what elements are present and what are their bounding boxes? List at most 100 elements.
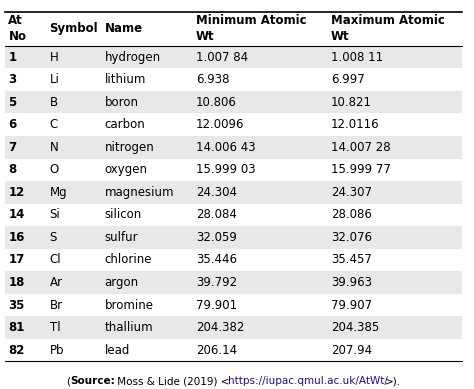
Text: 18: 18 [9,276,25,289]
Bar [101,294,192,316]
Bar [328,181,463,203]
Bar [192,12,328,46]
Bar [192,181,328,203]
Text: Li: Li [50,73,59,86]
Bar [328,203,463,226]
Text: 7: 7 [9,141,17,154]
Text: At
No: At No [9,14,27,43]
Bar [101,249,192,271]
Text: N: N [50,141,58,154]
Bar [328,159,463,181]
Text: Name: Name [105,22,143,35]
Text: lithium: lithium [105,73,146,86]
Bar [101,136,192,159]
Bar [192,136,328,159]
Bar [192,316,328,339]
Bar [5,294,46,316]
Text: 206.14: 206.14 [196,343,237,357]
Text: 1.008 11: 1.008 11 [331,51,383,64]
Bar [192,68,328,91]
Bar [101,181,192,203]
Bar [46,114,101,136]
Text: 39.963: 39.963 [331,276,372,289]
Bar [46,249,101,271]
Text: Moss & Lide (2019) <: Moss & Lide (2019) < [114,376,229,386]
Text: 35.457: 35.457 [331,254,372,266]
Bar [46,203,101,226]
Text: lead: lead [105,343,130,357]
Text: magnesium: magnesium [105,186,174,199]
Bar [101,316,192,339]
Bar [101,12,192,46]
Text: 207.94: 207.94 [331,343,372,357]
Text: silicon: silicon [105,209,142,221]
Bar [192,91,328,114]
Bar [5,114,46,136]
Bar [101,226,192,249]
Bar [46,339,101,361]
Text: bromine: bromine [105,298,154,312]
Text: C: C [50,118,58,131]
Text: 1.007 84: 1.007 84 [196,51,248,64]
Text: 17: 17 [9,254,25,266]
Text: 204.385: 204.385 [331,321,379,334]
Text: boron: boron [105,96,138,109]
Text: 35.446: 35.446 [196,254,237,266]
Text: 24.304: 24.304 [196,186,237,199]
Text: Maximum Atomic
Wt: Maximum Atomic Wt [331,14,445,43]
Bar [46,68,101,91]
Bar [101,159,192,181]
Bar [5,203,46,226]
Text: B: B [50,96,58,109]
Bar [5,181,46,203]
Text: 32.076: 32.076 [331,231,372,244]
Text: nitrogen: nitrogen [105,141,154,154]
Text: 16: 16 [9,231,25,244]
Text: 204.382: 204.382 [196,321,245,334]
Text: 10.821: 10.821 [331,96,372,109]
Text: Source:: Source: [70,376,115,386]
Bar [192,159,328,181]
Text: 14: 14 [9,209,25,221]
Bar [192,226,328,249]
Bar [328,136,463,159]
Bar [46,294,101,316]
Text: 12.0116: 12.0116 [331,118,380,131]
Bar [101,46,192,68]
Text: hydrogen: hydrogen [105,51,161,64]
Text: sulfur: sulfur [105,231,138,244]
Bar [192,339,328,361]
Bar [46,226,101,249]
Bar [5,12,46,46]
Bar [46,91,101,114]
Bar [328,249,463,271]
Text: 35: 35 [9,298,25,312]
Text: 32.059: 32.059 [196,231,237,244]
Bar [46,46,101,68]
Bar [5,226,46,249]
Text: oxygen: oxygen [105,163,147,176]
Bar [101,68,192,91]
Text: 15.999 77: 15.999 77 [331,163,391,176]
Text: 28.086: 28.086 [331,209,372,221]
Bar [5,91,46,114]
Text: 8: 8 [9,163,17,176]
Text: Ar: Ar [50,276,63,289]
Text: 5: 5 [9,96,17,109]
Text: Br: Br [50,298,63,312]
Text: Symbol: Symbol [50,22,98,35]
Text: https://iupac.qmul.ac.uk/AtWt/: https://iupac.qmul.ac.uk/AtWt/ [228,376,388,386]
Text: 3: 3 [9,73,17,86]
Bar [328,114,463,136]
Text: 10.806: 10.806 [196,96,237,109]
Bar [5,339,46,361]
Bar [46,159,101,181]
Text: 79.901: 79.901 [196,298,237,312]
Text: 28.084: 28.084 [196,209,237,221]
Bar [5,159,46,181]
Text: 15.999 03: 15.999 03 [196,163,255,176]
Text: 6.997: 6.997 [331,73,365,86]
Bar [192,203,328,226]
Bar [328,316,463,339]
Bar [101,271,192,294]
